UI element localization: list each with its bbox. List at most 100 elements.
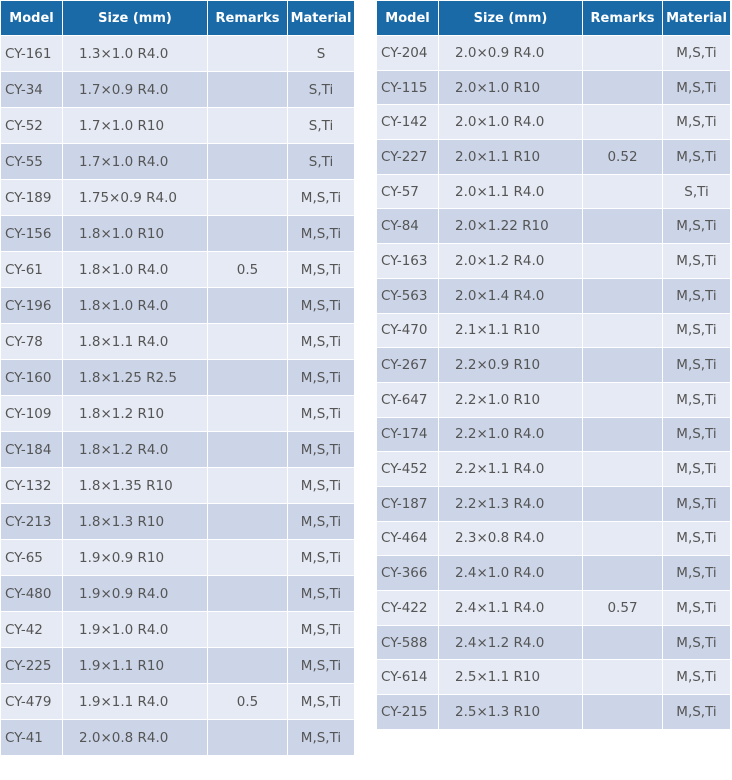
cell-size: 1.9×1.1 R10	[62, 647, 208, 684]
cell-model: CY-115	[376, 69, 439, 106]
table-row: CY-41 2.0×0.8 R4.0 M,S,Ti	[0, 719, 355, 756]
cell-material: M,S,Ti	[662, 381, 731, 418]
cell-model: CY-156	[0, 215, 63, 252]
cell-remarks	[207, 215, 288, 252]
cell-material: S,Ti	[287, 143, 355, 180]
cell-remarks: 0.5	[207, 683, 288, 720]
cell-remarks	[582, 659, 663, 696]
cell-size: 1.8×1.35 R10	[62, 467, 208, 504]
cell-size: 2.3×0.8 R4.0	[438, 520, 583, 557]
cell-material: M,S,Ti	[287, 719, 355, 756]
cell-model: CY-215	[376, 694, 439, 730]
cell-model: CY-366	[376, 555, 439, 591]
cell-size: 2.0×1.22 R10	[438, 208, 583, 245]
table-row: CY-588 2.4×1.2 R4.0 M,S,Ti	[376, 624, 731, 661]
cell-remarks	[582, 520, 663, 557]
cell-model: CY-267	[376, 347, 439, 383]
cell-remarks	[207, 647, 288, 684]
cell-material: M,S,Ti	[287, 287, 355, 324]
cell-size: 1.7×1.0 R4.0	[62, 143, 208, 180]
cell-remarks	[582, 381, 663, 418]
cell-size: 2.2×1.0 R10	[438, 381, 583, 418]
cell-model: CY-161	[0, 35, 63, 72]
table-row: CY-161 1.3×1.0 R4.0 S	[0, 35, 355, 72]
cell-remarks	[207, 395, 288, 432]
cell-model: CY-189	[0, 179, 63, 216]
cell-model: CY-52	[0, 107, 63, 144]
cell-model: CY-160	[0, 359, 63, 396]
cell-size: 1.9×0.9 R10	[62, 539, 208, 576]
cell-remarks	[207, 539, 288, 576]
cell-material: M,S,Ti	[662, 520, 731, 557]
table-row: CY-78 1.8×1.1 R4.0 M,S,Ti	[0, 323, 355, 360]
product-table-left: Model Size (mm) Remarks Material CY-161 1…	[0, 0, 355, 756]
table-row: CY-174 2.2×1.0 R4.0 M,S,Ti	[376, 416, 731, 453]
table-row: CY-563 2.0×1.4 R4.0 M,S,Ti	[376, 277, 731, 314]
table-row: CY-142 2.0×1.0 R4.0 M,S,Ti	[376, 104, 731, 141]
cell-remarks	[582, 451, 663, 487]
cell-size: 1.8×1.0 R10	[62, 215, 208, 252]
table-header-row: Model Size (mm) Remarks Material	[376, 0, 731, 36]
cell-material: M,S,Ti	[662, 69, 731, 106]
table-row: CY-189 1.75×0.9 R4.0 M,S,Ti	[0, 179, 355, 216]
cell-remarks	[207, 179, 288, 216]
cell-size: 2.0×1.2 R4.0	[438, 243, 583, 279]
cell-size: 1.8×1.25 R2.5	[62, 359, 208, 396]
table-header-row: Model Size (mm) Remarks Material	[0, 0, 355, 36]
cell-remarks	[207, 71, 288, 108]
cell-model: CY-647	[376, 381, 439, 418]
cell-model: CY-184	[0, 431, 63, 468]
cell-model: CY-78	[0, 323, 63, 360]
cell-model: CY-452	[376, 451, 439, 487]
cell-size: 1.9×0.9 R4.0	[62, 575, 208, 612]
cell-size: 2.2×1.0 R4.0	[438, 416, 583, 453]
table-row: CY-61 1.8×1.0 R4.0 0.5 M,S,Ti	[0, 251, 355, 288]
cell-material: S,Ti	[287, 107, 355, 144]
cell-size: 1.8×1.2 R4.0	[62, 431, 208, 468]
header-material: Material	[287, 0, 355, 36]
cell-remarks	[582, 104, 663, 141]
table-row: CY-215 2.5×1.3 R10 M,S,Ti	[376, 694, 731, 730]
cell-material: M,S,Ti	[287, 575, 355, 612]
table-row: CY-464 2.3×0.8 R4.0 M,S,Ti	[376, 520, 731, 557]
cell-material: M,S,Ti	[287, 395, 355, 432]
cell-size: 2.5×1.3 R10	[438, 694, 583, 730]
cell-remarks	[582, 35, 663, 71]
cell-material: M,S,Ti	[662, 590, 731, 626]
cell-material: M,S,Ti	[287, 467, 355, 504]
cell-size: 1.75×0.9 R4.0	[62, 179, 208, 216]
cell-model: CY-563	[376, 277, 439, 314]
table-row: CY-109 1.8×1.2 R10 M,S,Ti	[0, 395, 355, 432]
cell-material: M,S,Ti	[662, 104, 731, 141]
cell-remarks	[582, 555, 663, 591]
cell-remarks	[582, 312, 663, 349]
cell-remarks	[582, 485, 663, 522]
header-remarks: Remarks	[582, 0, 663, 36]
header-model: Model	[376, 0, 439, 36]
cell-remarks	[207, 467, 288, 504]
cell-material: S	[287, 35, 355, 72]
cell-size: 1.8×1.0 R4.0	[62, 287, 208, 324]
cell-size: 1.8×1.2 R10	[62, 395, 208, 432]
table-row: CY-34 1.7×0.9 R4.0 S,Ti	[0, 71, 355, 108]
cell-model: CY-109	[0, 395, 63, 432]
cell-size: 2.1×1.1 R10	[438, 312, 583, 349]
cell-remarks	[207, 323, 288, 360]
cell-remarks: 0.5	[207, 251, 288, 288]
cell-remarks	[207, 611, 288, 648]
cell-model: CY-34	[0, 71, 63, 108]
product-table-right: Model Size (mm) Remarks Material CY-204 2…	[376, 0, 731, 730]
cell-model: CY-204	[376, 35, 439, 71]
header-size: Size (mm)	[62, 0, 208, 36]
cell-model: CY-470	[376, 312, 439, 349]
cell-material: M,S,Ti	[662, 451, 731, 487]
cell-material: M,S,Ti	[662, 312, 731, 349]
cell-size: 2.0×0.8 R4.0	[62, 719, 208, 756]
cell-remarks	[207, 719, 288, 756]
cell-material: S,Ti	[287, 71, 355, 108]
table-row: CY-163 2.0×1.2 R4.0 M,S,Ti	[376, 243, 731, 279]
cell-model: CY-163	[376, 243, 439, 279]
cell-size: 2.0×1.0 R4.0	[438, 104, 583, 141]
cell-size: 1.8×1.0 R4.0	[62, 251, 208, 288]
cell-size: 1.9×1.0 R4.0	[62, 611, 208, 648]
